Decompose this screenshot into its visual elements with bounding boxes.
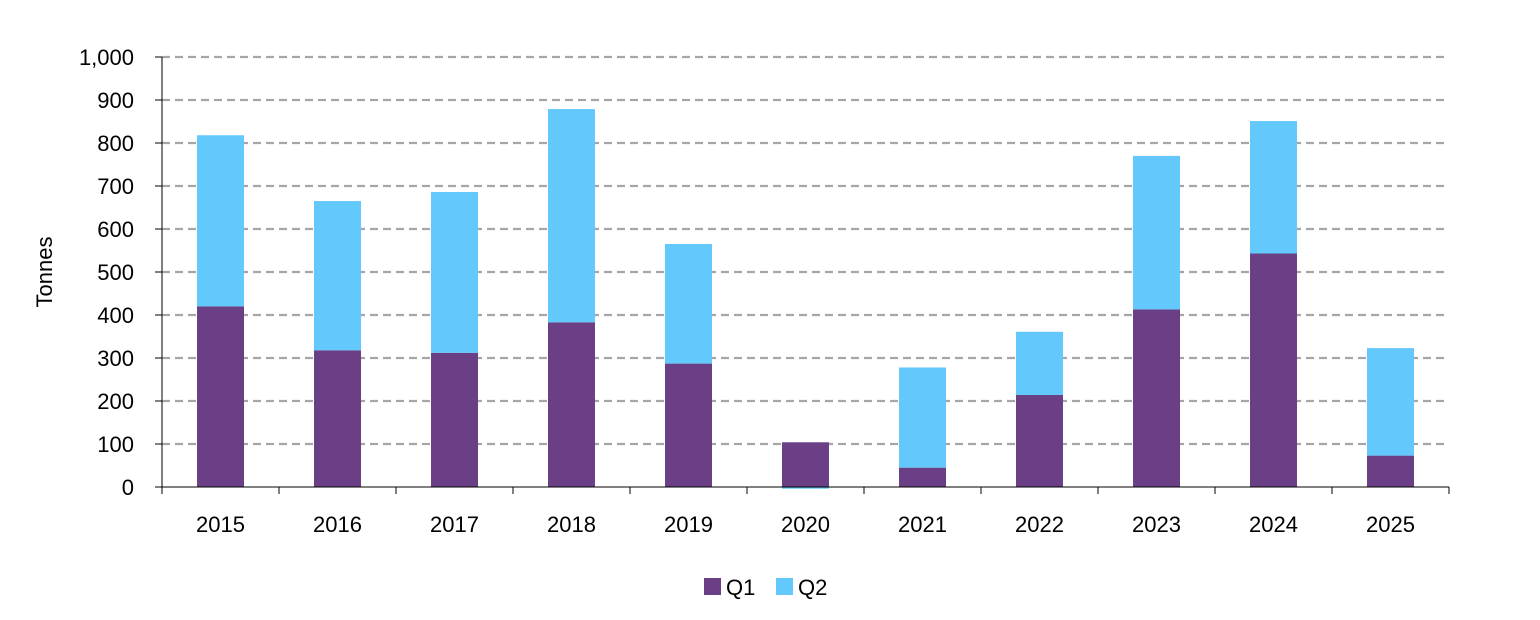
axes	[161, 57, 1450, 494]
y-axis-title: Tonnes	[32, 237, 57, 308]
legend-label-q1: Q1	[726, 575, 755, 600]
x-tick-label: 2015	[196, 512, 245, 537]
legend-label-q2: Q2	[798, 575, 827, 600]
bar-q2-2025	[1367, 348, 1414, 456]
bar-q2-2024	[1250, 121, 1297, 254]
gridlines	[155, 55, 1449, 488]
bar-q1-2025	[1367, 455, 1414, 487]
legend-swatch-q1	[704, 578, 721, 595]
bar-q1-2022	[1016, 394, 1063, 487]
x-tick-label: 2025	[1366, 512, 1415, 537]
bar-q1-2024	[1250, 253, 1297, 487]
bar-q1-2020	[782, 442, 829, 487]
y-tick-label: 500	[97, 260, 134, 285]
y-tick-label: 700	[97, 174, 134, 199]
bar-q2-2018	[548, 109, 595, 323]
x-tick-label: 2024	[1249, 512, 1298, 537]
bar-q2-2021	[899, 367, 946, 468]
bar-q2-2019	[665, 244, 712, 364]
bar-q1-2023	[1133, 309, 1180, 487]
x-tick-label: 2023	[1132, 512, 1181, 537]
bar-q1-2016	[314, 350, 361, 487]
x-tick-label: 2016	[313, 512, 362, 537]
bar-q2-2017	[431, 192, 478, 353]
bar-q1-2017	[431, 352, 478, 487]
y-tick-label: 200	[97, 389, 134, 414]
x-tick-label: 2019	[664, 512, 713, 537]
y-tick-label: 0	[122, 475, 134, 500]
bar-q2-2016	[314, 201, 361, 351]
y-tick-label: 300	[97, 346, 134, 371]
y-tick-label: 100	[97, 432, 134, 457]
bar-q1-2019	[665, 363, 712, 487]
y-tick-label: 1,000	[79, 45, 134, 70]
x-tick-label: 2020	[781, 512, 830, 537]
legend: Q1 Q2	[704, 575, 827, 600]
x-tick-labels: 2015 2016 2017 2018 2019 2020 2021 2022 2023 2024…	[196, 512, 1415, 537]
bar-q2-2020	[782, 487, 829, 489]
x-tick-label: 2018	[547, 512, 596, 537]
x-tick-label: 2021	[898, 512, 947, 537]
y-tick-labels: 0 100 200 300 400 500 600 700 800 900 1,000	[79, 45, 134, 500]
y-tick-label: 900	[97, 88, 134, 113]
y-tick-label: 400	[97, 303, 134, 328]
y-tick-label: 600	[97, 217, 134, 242]
x-tick-label: 2022	[1015, 512, 1064, 537]
bar-q1-2018	[548, 322, 595, 487]
bar-q2-2023	[1133, 155, 1180, 310]
legend-swatch-q2	[776, 578, 793, 595]
bar-q2-2015	[197, 135, 244, 307]
bar-q1-2021	[899, 467, 946, 487]
y-tick-label: 800	[97, 131, 134, 156]
x-tick-label: 2017	[430, 512, 479, 537]
bar-q1-2015	[197, 306, 244, 487]
bars	[197, 109, 1414, 489]
bar-q2-2022	[1016, 331, 1063, 395]
